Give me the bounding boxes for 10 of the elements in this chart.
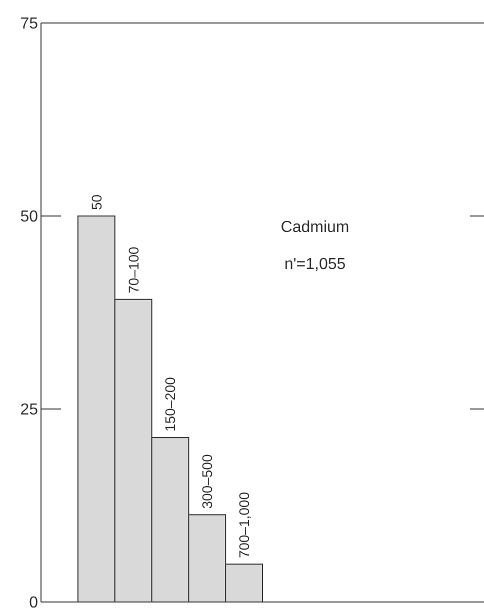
y-tick-label: 0 <box>29 594 38 608</box>
y-tick-label: 50 <box>20 208 38 226</box>
y-tick-label: 25 <box>20 402 38 419</box>
x-tick-label: 150–200 <box>162 376 178 432</box>
x-tick-label: 700–1,000 <box>236 492 252 558</box>
x-tick-label: 300–500 <box>199 454 216 509</box>
text: n'=1,055 <box>284 256 346 273</box>
y-tick-label: 75 <box>20 16 38 33</box>
text: Cadmium <box>280 219 350 236</box>
x-tick-label: 70–100 <box>125 246 142 294</box>
